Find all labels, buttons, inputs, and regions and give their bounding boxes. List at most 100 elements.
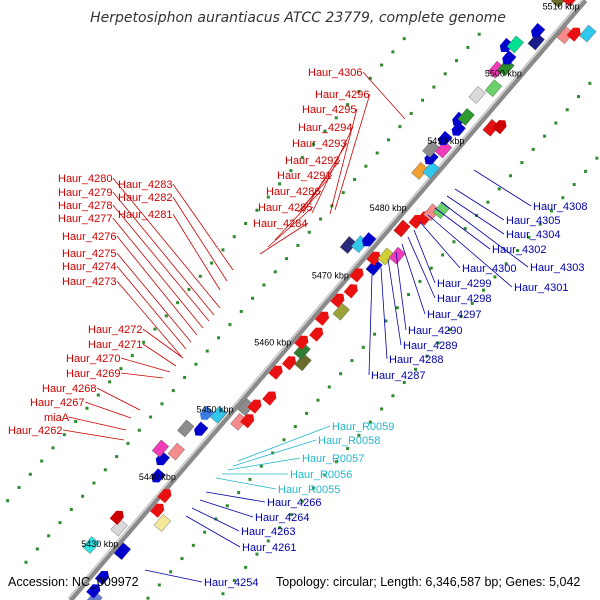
scale-tick-label: 5450 kbp (197, 405, 234, 415)
track-dot (17, 485, 21, 489)
track-dot (334, 460, 338, 464)
track-dot (357, 433, 361, 437)
track-dot (373, 332, 377, 336)
track-dot (92, 481, 96, 485)
reverse-gene-label: Haur_4308 (533, 201, 587, 213)
gene-arrow-forward (343, 284, 358, 299)
forward-leader-line (329, 108, 358, 215)
gene-box (468, 86, 486, 104)
scale-tick-label: 5470 kbp (312, 270, 349, 280)
forward-leader-line (172, 196, 228, 282)
track-dot (339, 372, 343, 376)
gene-box (388, 246, 406, 265)
track-dot (312, 142, 316, 146)
gene-arrow-reverse (362, 232, 377, 247)
forward-gene-label: Haur_4280 (58, 173, 112, 185)
reverse-gene-label: Haur_4298 (437, 293, 491, 305)
reverse-gene-label: Haur_4301 (514, 282, 568, 294)
track-dot (225, 504, 229, 508)
forward-leader-line (297, 174, 333, 213)
forward-gene-label: Haur_4291 (277, 170, 331, 182)
track-dot (361, 345, 365, 349)
gene-arrow-forward (262, 391, 277, 406)
track-dot (550, 209, 554, 213)
forward-gene-label: Haur_4293 (292, 138, 346, 150)
reverse-gene-label: Haur_4289 (403, 340, 457, 352)
track-dot (527, 235, 531, 239)
gene-labels: Haur_4306 Haur_4296 Haur_4295 Haur_4294 Haur… (8, 67, 587, 589)
track-dot (463, 227, 467, 231)
track-dot (180, 557, 184, 561)
reverse-gene-label: Haur_4302 (492, 244, 546, 256)
forward-leader-line (302, 142, 348, 214)
forward-leader-line (172, 183, 234, 271)
track-dot (289, 513, 293, 517)
gene-arrow-forward (309, 327, 324, 342)
track-dot (142, 340, 146, 344)
track-dot (232, 235, 236, 239)
track-dot (323, 473, 327, 477)
track-dot (565, 108, 569, 112)
track-dot (323, 129, 327, 133)
track-dot (543, 134, 547, 138)
track-dot (115, 455, 119, 459)
gene-box (422, 161, 440, 179)
reverse-leader-line (473, 169, 532, 207)
gene-arrow-forward (566, 27, 581, 42)
gene-arrow-reverse (502, 50, 517, 65)
gene-box (294, 353, 312, 372)
rna-leader-line (237, 425, 331, 462)
track-dot (316, 398, 320, 402)
gene-box (293, 342, 311, 360)
track-dot (6, 499, 10, 503)
track-dot (327, 385, 331, 389)
reverse-leader-line (427, 214, 513, 288)
forward-leader-line (116, 252, 192, 343)
accession-text: Accession: NC_009972 (8, 575, 139, 589)
gene-arrow-forward (281, 356, 297, 371)
forward-gene-label: Haur_4284 (253, 218, 307, 230)
forward-leader-line (116, 235, 198, 336)
track-dot (146, 596, 150, 600)
track-dot (28, 472, 32, 476)
scale-tick-label: 5440 kbp (139, 472, 176, 482)
track-dot (368, 76, 372, 80)
track-dot (81, 494, 85, 498)
scale-tick-label: 5430 kbp (81, 539, 118, 549)
track-dot (307, 230, 311, 234)
forward-gene-label: Haur_4281 (118, 209, 172, 221)
forward-leader-line (116, 280, 182, 357)
scale-tick-label: 5460 kbp (254, 338, 291, 348)
reverse-gene-label: Haur_4261 (242, 542, 296, 554)
reverse-leader-line (446, 195, 505, 235)
track-dot (214, 517, 218, 521)
forward-leader-line (112, 217, 204, 329)
track-dot (108, 380, 112, 384)
forward-gene-label: Haur_4273 (62, 276, 116, 288)
forward-gene-label: Haur_4269 (66, 368, 120, 380)
track-dot (24, 560, 28, 564)
track-dot (455, 59, 459, 63)
dotted-tracks (6, 32, 599, 600)
forward-gene-label: Haur_4278 (58, 200, 112, 212)
reverse-gene-label: Haur_4266 (267, 497, 321, 509)
gene-arrow-forward (330, 293, 345, 308)
gene-arrow-forward (349, 268, 364, 283)
track-dot (210, 261, 214, 265)
gene-box (393, 219, 411, 238)
gene-box (365, 258, 383, 276)
gene-arrow-forward (94, 570, 110, 586)
forward-leader-line (142, 343, 177, 367)
track-dot (62, 433, 66, 437)
reverse-leader-line (419, 221, 461, 269)
forward-gene-label: Haur_4296 (315, 89, 369, 101)
track-dot (504, 262, 508, 266)
genome-backbone (67, 0, 588, 600)
gene-box (230, 412, 248, 431)
track-dot (482, 288, 486, 292)
gene-arrow-forward (86, 584, 101, 599)
reverse-gene-label: Haur_4297 (427, 309, 481, 321)
scale-tick-label: 5490 kbp (427, 136, 464, 146)
forward-leader-line (334, 93, 371, 211)
